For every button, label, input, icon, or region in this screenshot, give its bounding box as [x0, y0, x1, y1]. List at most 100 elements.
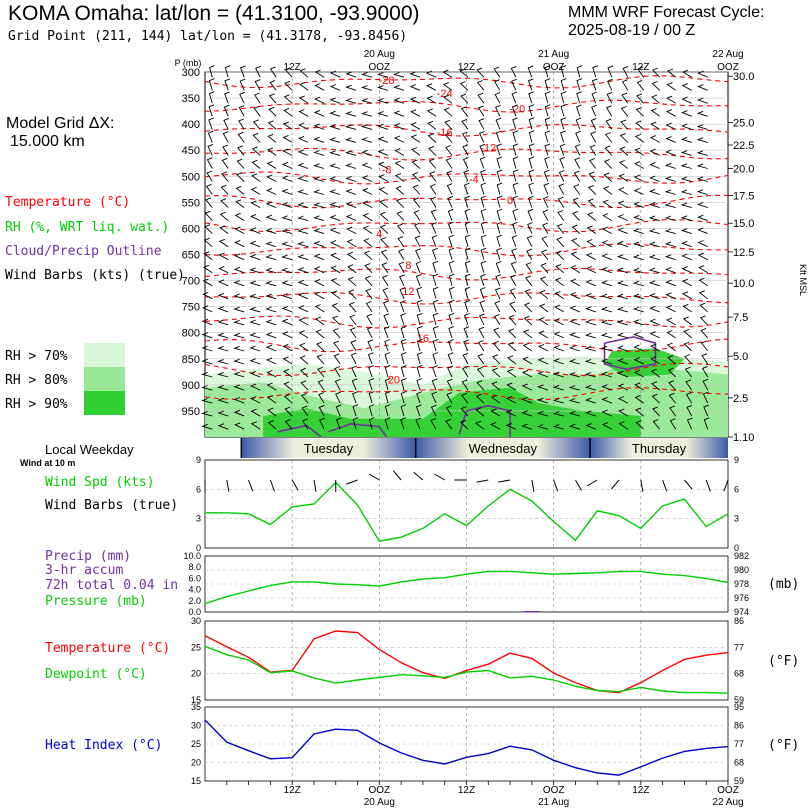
wind-barb	[681, 240, 692, 248]
wind-barb	[633, 201, 644, 209]
wind-barb	[568, 398, 580, 404]
temperature-contour	[204, 99, 729, 113]
wind-barb	[281, 175, 293, 182]
wind-barb	[281, 188, 293, 195]
wind-barb	[217, 371, 229, 378]
wind-barb	[701, 365, 709, 378]
wind-barb	[521, 369, 533, 378]
wind-barb	[480, 260, 487, 273]
wind-barb	[313, 215, 325, 222]
wind-barb	[209, 65, 215, 78]
wind-barb	[493, 327, 501, 339]
wind-barb	[399, 300, 406, 313]
left-tick-label: 25	[191, 642, 201, 652]
wind-barb	[282, 356, 293, 365]
wind-barb	[318, 404, 325, 417]
wind-barb	[299, 355, 309, 365]
wind-barb	[233, 371, 245, 378]
wind-barb	[384, 339, 390, 352]
chart-title: KOMA Omaha: lat/lon = (41.3100, -93.9000…	[8, 2, 420, 25]
top-time-label: OOZ	[543, 62, 565, 73]
wind-barb	[411, 172, 421, 182]
wind-barb	[329, 97, 341, 104]
wind-barb	[664, 189, 676, 195]
wind-barb	[651, 81, 661, 91]
pressure-tick-label: 650	[182, 250, 200, 262]
wind-barb	[252, 119, 261, 130]
wind-barb	[699, 315, 709, 326]
surface-wind-barb	[346, 479, 358, 485]
wind-barb	[416, 325, 423, 339]
wind-barb	[431, 378, 438, 391]
wind-barb	[379, 211, 389, 221]
wind-barb	[266, 382, 277, 391]
wind-barb	[268, 106, 277, 117]
wind-barb	[522, 356, 533, 365]
wind-barb	[330, 265, 341, 274]
wind-barb	[682, 69, 692, 78]
wind-barb	[396, 223, 405, 234]
wind-barb	[648, 215, 660, 222]
wind-barb	[600, 293, 612, 300]
wind-barb	[584, 371, 596, 378]
temperature-contour	[204, 292, 729, 305]
wind-barb	[427, 120, 437, 130]
wind-barb	[459, 81, 469, 91]
wind-barb	[480, 234, 487, 247]
wind-barb	[616, 254, 628, 261]
wind-barb	[219, 211, 229, 221]
wind-barb	[618, 160, 629, 169]
wind-barb	[281, 202, 293, 209]
temperature-contour	[204, 194, 729, 209]
wind-barb	[265, 319, 277, 326]
wind-barb	[686, 417, 693, 430]
wind-barb	[249, 358, 261, 365]
wind-barb	[347, 264, 357, 274]
wind-barb	[431, 222, 437, 234]
wind-barb	[395, 198, 405, 208]
wind-barb	[556, 223, 565, 234]
temperature-contour	[204, 218, 729, 233]
wind-barb	[696, 124, 708, 130]
wind-barb	[251, 173, 261, 182]
wind-barb	[217, 279, 229, 287]
wind-barb	[522, 329, 533, 339]
wind-barb	[362, 212, 373, 221]
wind-barb	[464, 260, 471, 273]
wind-barb	[494, 79, 501, 91]
wind-barb	[330, 277, 341, 287]
wind-barb	[282, 134, 293, 143]
right-tick-label: 982	[734, 551, 749, 561]
wind-barb	[251, 159, 261, 169]
wind-barb	[281, 267, 293, 274]
wind-barb	[494, 104, 501, 117]
wind-barb	[448, 221, 454, 234]
right-tick-label: 9	[734, 455, 739, 465]
wind-barb	[569, 292, 580, 300]
wind-barb	[201, 385, 213, 391]
wind-barb	[680, 189, 692, 195]
wind-barb	[250, 186, 261, 195]
wind-barb	[681, 123, 692, 130]
wind-barb	[445, 418, 453, 430]
wind-barb	[538, 330, 549, 339]
wind-barb	[490, 421, 501, 430]
left-tick-label: 3	[196, 514, 201, 524]
wind-barb	[368, 365, 374, 378]
wind-barb	[448, 260, 455, 273]
wind-barb	[448, 286, 455, 299]
wind-barb	[217, 345, 229, 352]
wind-barb	[218, 238, 229, 248]
wind-barb	[428, 145, 437, 156]
left-tick-label: 20	[191, 669, 201, 679]
wind-barb	[522, 342, 533, 352]
wind-barb	[430, 404, 437, 417]
wind-barb	[542, 196, 549, 208]
wind-barb	[480, 247, 487, 260]
wind-barb	[552, 398, 564, 404]
wind-barb	[601, 266, 612, 274]
surface-wind-barb	[684, 479, 693, 490]
wind-barb	[282, 121, 293, 130]
wind-barb	[576, 91, 582, 104]
precip-label: Precip (mm)	[45, 549, 132, 564]
